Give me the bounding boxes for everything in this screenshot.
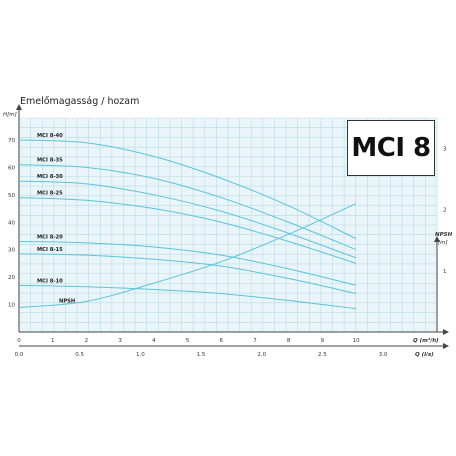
grid-lines <box>18 117 438 333</box>
curves <box>18 139 357 310</box>
y-tick-label: 70 <box>8 138 15 144</box>
x-bottom-tick-label: 3.0 <box>379 352 388 358</box>
series-label: MCI 8-25 <box>37 191 63 197</box>
x-top-axis-label: Q (m³/h) <box>413 337 439 344</box>
series-label: MCI 8-35 <box>37 158 63 164</box>
curve-mci-8-35 <box>18 164 357 251</box>
curve-mci-8-10 <box>18 284 357 310</box>
y-tick-label: 40 <box>8 220 15 226</box>
x-bottom-tick-label: 0.5 <box>75 352 84 358</box>
series-label: NPSH <box>59 299 75 305</box>
x-top-tick-label: 1 <box>51 338 55 344</box>
model-badge: MCI 8 <box>347 120 435 176</box>
curve-mci-8-30 <box>18 180 357 259</box>
y-axis-label: H[m] <box>3 112 17 118</box>
tick-labels: 10 20 30 40 50 60 70 H[m] 1 2 3 NPSH [m] 0 1 2 3 4 5 6 7 8 9 10… <box>3 112 453 358</box>
x-top-tick-label: 5 <box>186 338 190 344</box>
x-top-tick-label: 2 <box>85 338 89 344</box>
x-top-tick-label: 7 <box>253 338 257 344</box>
x-top-tick-label: 4 <box>152 338 156 344</box>
x-axis-top-arrow <box>443 329 449 335</box>
y-tick-label: 50 <box>8 193 15 199</box>
x-top-tick-label: 3 <box>118 338 122 344</box>
y-right-tick-label: 2 <box>443 208 447 214</box>
y-right-axis-unit: [m] <box>438 240 448 246</box>
axes <box>16 104 449 349</box>
x-top-tick-label: 9 <box>321 338 325 344</box>
y-tick-label: 30 <box>8 248 15 254</box>
series-label: MCI 8-30 <box>37 174 63 180</box>
curve-npsh <box>18 203 357 309</box>
y-tick-label: 60 <box>8 165 15 171</box>
x-bottom-tick-label: 1.0 <box>136 352 145 358</box>
series-label: MCI 8-15 <box>37 247 63 253</box>
x-top-tick-label: 6 <box>220 338 224 344</box>
curve-mci-8-15 <box>18 253 357 295</box>
y-tick-label: 20 <box>8 275 15 281</box>
x-bottom-tick-label: 2.0 <box>257 352 266 358</box>
x-bottom-tick-label: 2.5 <box>318 352 327 358</box>
x-bottom-tick-label: 0.0 <box>15 352 24 358</box>
y-right-tick-label: 1 <box>443 269 447 275</box>
chart-title: Emelőmagasság / hozam <box>20 96 140 107</box>
x-axis-bottom-arrow <box>443 343 449 349</box>
x-top-tick-label: 10 <box>353 338 360 344</box>
y-right-axis-label: NPSH <box>435 232 453 238</box>
y-axis-right-arrow <box>434 236 440 242</box>
curve-mci-8-25 <box>18 197 357 264</box>
series-labels: MCI 8-40 MCI 8-35 MCI 8-30 MCI 8-25 MCI 8-20… <box>37 133 75 305</box>
y-right-tick-label: 3 <box>443 147 447 153</box>
y-tick-label: 10 <box>8 303 15 309</box>
x-bottom-axis-label: Q (l/s) <box>415 352 434 358</box>
x-top-tick-label: 8 <box>287 338 291 344</box>
curve-mci-8-20 <box>18 240 357 286</box>
y-axis-arrow <box>16 104 22 110</box>
x-top-tick-label: 0 <box>17 338 21 344</box>
series-label: MCI 8-10 <box>37 278 63 284</box>
series-label: MCI 8-20 <box>37 234 63 240</box>
x-bottom-tick-label: 1.5 <box>197 352 206 358</box>
series-label: MCI 8-40 <box>37 133 63 139</box>
curve-mci-8-40 <box>18 139 357 240</box>
